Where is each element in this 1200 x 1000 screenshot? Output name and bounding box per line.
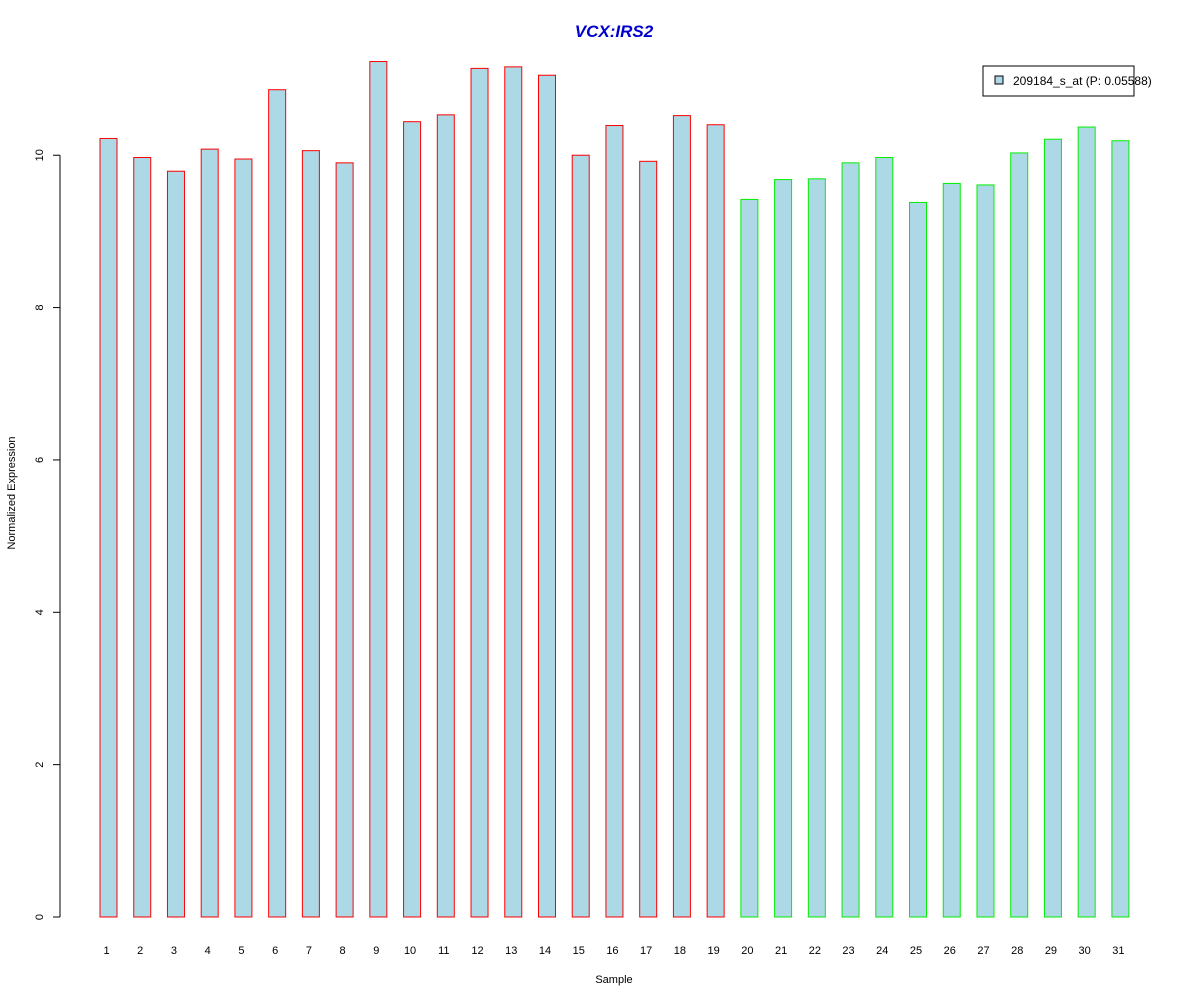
x-tick-label: 9 xyxy=(373,945,379,957)
bar-sample-16 xyxy=(605,125,624,918)
x-tick-label: 27 xyxy=(977,945,989,957)
legend: 209184_s_at (P: 0.05588) xyxy=(982,65,1152,97)
x-tick-label: 6 xyxy=(272,945,278,957)
y-axis: 0 2 4 6 8 10 xyxy=(34,149,61,920)
y-axis-label: Normalized Expression xyxy=(6,436,18,549)
bar-sample-15 xyxy=(571,154,590,918)
y-tick-label: 6 xyxy=(34,457,46,463)
x-tick-labels: 1 2 3 4 5 6 7 8 9 10 11 12 13 14 15 16 17 18 19 20 21 22 23 24 2… xyxy=(103,945,1124,957)
bar-sample-6 xyxy=(268,89,287,918)
y-tick-label: 10 xyxy=(34,149,46,161)
x-tick-label: 29 xyxy=(1045,945,1057,957)
x-axis-label: Sample xyxy=(595,974,632,986)
bar-sample-12 xyxy=(470,67,489,918)
bar-sample-8 xyxy=(335,162,354,918)
x-tick-label: 13 xyxy=(505,945,517,957)
x-tick-label: 31 xyxy=(1112,945,1124,957)
bar-sample-29 xyxy=(1043,138,1062,918)
x-tick-label: 19 xyxy=(708,945,720,957)
bar-sample-11 xyxy=(436,114,455,918)
x-tick-label: 11 xyxy=(438,945,449,957)
bar-sample-22 xyxy=(807,178,826,918)
legend-swatch xyxy=(994,75,1004,85)
x-tick-label: 30 xyxy=(1079,945,1091,957)
bar-sample-20 xyxy=(740,198,759,918)
bar-sample-2 xyxy=(133,157,152,918)
legend-label: 209184_s_at (P: 0.05588) xyxy=(1013,74,1152,88)
x-tick-label: 23 xyxy=(842,945,854,957)
x-tick-label: 20 xyxy=(741,945,753,957)
bar-sample-24 xyxy=(875,157,894,918)
bar-sample-1 xyxy=(99,137,118,918)
x-tick-label: 18 xyxy=(674,945,686,957)
x-tick-label: 5 xyxy=(238,945,244,957)
bars-group xyxy=(99,61,1130,918)
x-tick-label: 14 xyxy=(539,945,551,957)
x-tick-label: 4 xyxy=(205,945,211,957)
bar-sample-10 xyxy=(403,121,422,918)
x-tick-label: 28 xyxy=(1011,945,1023,957)
chart-title: VCX:IRS2 xyxy=(575,22,654,41)
y-tick-label: 2 xyxy=(34,762,46,768)
bar-sample-25 xyxy=(909,201,928,918)
bar-sample-27 xyxy=(976,184,995,918)
bar-sample-17 xyxy=(639,160,658,918)
bar-sample-26 xyxy=(942,182,961,918)
bar-sample-13 xyxy=(504,66,523,918)
bar-sample-3 xyxy=(166,170,185,918)
bar-sample-19 xyxy=(706,124,725,918)
x-tick-label: 1 xyxy=(103,945,109,957)
bar-sample-9 xyxy=(369,61,388,918)
bar-sample-30 xyxy=(1077,126,1096,918)
y-tick-label: 4 xyxy=(34,609,46,615)
bar-sample-4 xyxy=(200,148,219,918)
x-tick-label: 24 xyxy=(876,945,888,957)
x-tick-label: 17 xyxy=(640,945,652,957)
y-tick-label: 0 xyxy=(34,914,46,920)
x-tick-label: 8 xyxy=(340,945,346,957)
bar-sample-21 xyxy=(774,179,793,918)
bar-sample-5 xyxy=(234,158,253,918)
x-tick-label: 25 xyxy=(910,945,922,957)
x-tick-label: 15 xyxy=(573,945,585,957)
bar-sample-18 xyxy=(672,115,691,918)
bar-sample-7 xyxy=(301,150,320,918)
x-tick-label: 7 xyxy=(306,945,312,957)
bar-sample-31 xyxy=(1111,140,1130,918)
y-tick-label: 8 xyxy=(34,305,46,311)
legend-box xyxy=(982,65,1135,97)
x-tick-label: 3 xyxy=(171,945,177,957)
x-tick-label: 16 xyxy=(606,945,618,957)
x-tick-label: 10 xyxy=(404,945,416,957)
x-tick-label: 21 xyxy=(775,945,787,957)
bar-sample-14 xyxy=(537,74,556,918)
x-tick-label: 12 xyxy=(471,945,483,957)
x-tick-label: 2 xyxy=(137,945,143,957)
x-tick-label: 26 xyxy=(944,945,956,957)
x-tick-label: 22 xyxy=(809,945,821,957)
bar-sample-28 xyxy=(1010,152,1029,918)
bar-sample-23 xyxy=(841,162,860,918)
